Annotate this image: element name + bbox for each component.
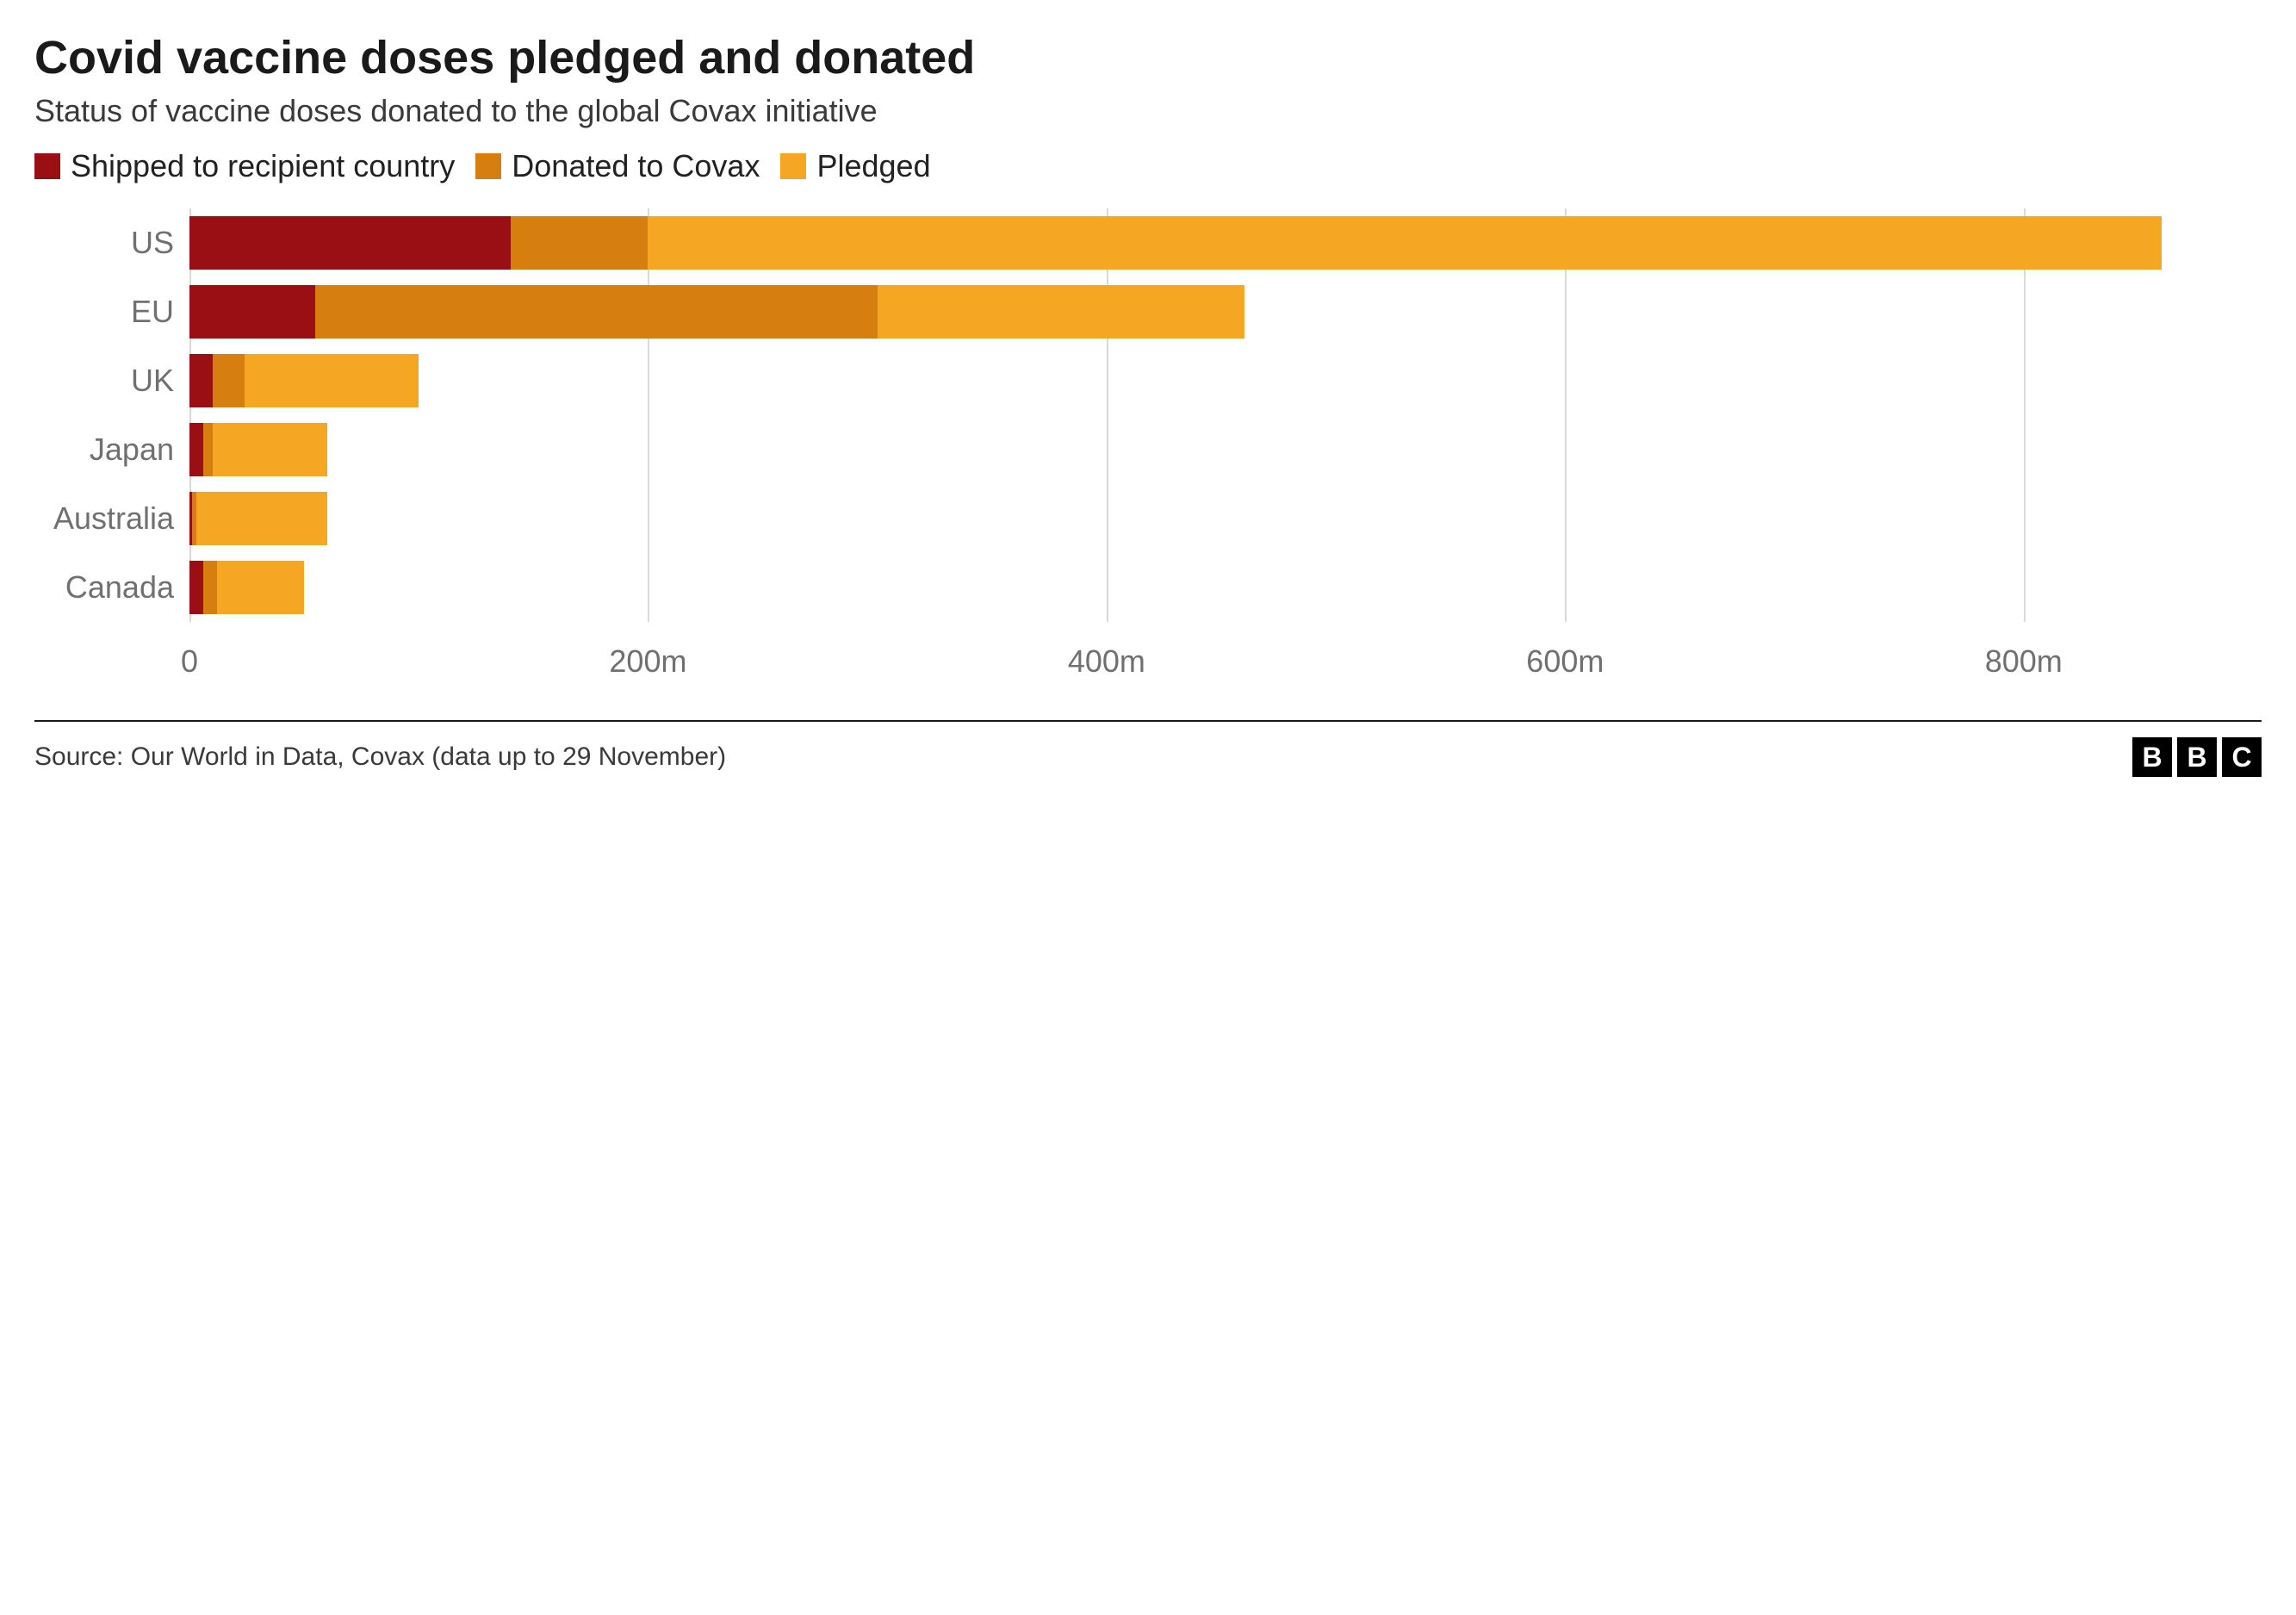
y-axis-label: UK [34,363,189,399]
bar-row [189,354,2253,407]
bar-row [189,423,2253,476]
chart-title: Covid vaccine doses pledged and donated [34,31,2262,84]
x-axis-tick-label: 600m [1526,643,1604,680]
bar-segment-shipped [189,354,213,407]
y-axis-label: Japan [34,432,189,468]
bar-segment-pledged [245,354,419,407]
bar-segment-donated [203,423,213,476]
y-axis-label: Australia [34,500,189,537]
legend-label: Pledged [816,148,930,184]
chart-subtitle: Status of vaccine doses donated to the g… [34,93,2262,129]
x-axis-tick-label: 800m [1985,643,2063,680]
legend-label: Shipped to recipient country [71,148,455,184]
bar-row [189,216,2253,270]
legend-label: Donated to Covax [512,148,760,184]
bar-row [189,492,2253,545]
y-axis-label: Canada [34,569,189,606]
legend: Shipped to recipient country Donated to C… [34,148,2262,184]
bar-segment-pledged [196,492,327,545]
x-axis-tick-label: 400m [1068,643,1145,680]
bar-segment-donated [203,561,217,614]
legend-item: Pledged [780,148,930,184]
y-axis-label: US [34,225,189,261]
bar-segment-pledged [878,285,1244,339]
x-axis-tick-label: 200m [609,643,686,680]
bbc-logo: BBC [2132,737,2262,777]
legend-item: Donated to Covax [475,148,760,184]
bar-segment-donated [213,354,245,407]
x-axis-tick-label: 0 [181,643,198,680]
source-text: Source: Our World in Data, Covax (data u… [34,742,726,772]
x-axis: 0200m400m600m800m [189,638,2253,690]
bbc-logo-letter: C [2222,737,2262,777]
bar-segment-donated [315,285,877,339]
bar-segment-shipped [189,216,511,270]
bar-segment-pledged [217,561,304,614]
legend-swatch [34,153,60,179]
legend-swatch [780,153,806,179]
bar-segment-shipped [189,423,203,476]
bar-segment-shipped [189,285,315,339]
bar-row [189,285,2253,339]
legend-swatch [475,153,501,179]
bbc-logo-letter: B [2177,737,2217,777]
legend-item: Shipped to recipient country [34,148,455,184]
bar-segment-shipped [189,561,203,614]
bar-segment-pledged [648,216,2161,270]
bar-segment-pledged [213,423,327,476]
footer: Source: Our World in Data, Covax (data u… [34,720,2262,777]
bar-row [189,561,2253,614]
chart: US EU UK Japan Australia Canada 0 200m 400m 600m… [34,208,2262,691]
y-axis-label: EU [34,294,189,330]
bbc-logo-letter: B [2132,737,2172,777]
bar-segment-donated [511,216,648,270]
